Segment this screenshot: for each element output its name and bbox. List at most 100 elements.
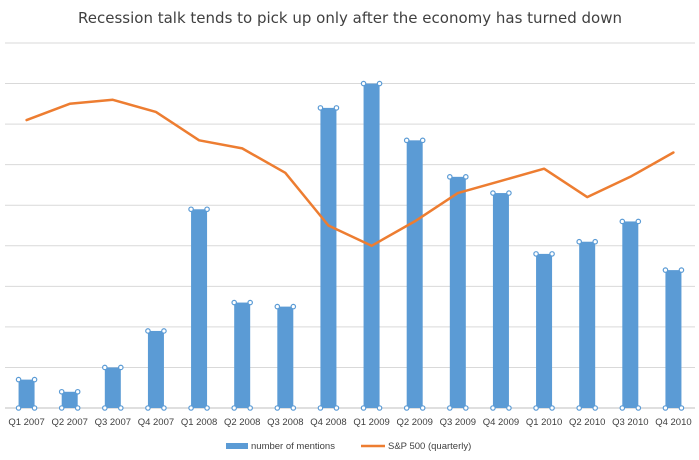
bar-handle: [463, 405, 469, 411]
x-tick-label: Q1 2008: [181, 417, 217, 428]
bar-handle: [102, 405, 108, 411]
bar: [104, 367, 121, 408]
bar-handle: [145, 328, 151, 334]
x-tick-label: Q3 2008: [267, 417, 303, 428]
bar: [191, 209, 208, 408]
bar-handle: [231, 299, 237, 306]
x-tick-label: Q3 2009: [440, 417, 476, 428]
bar-handle: [576, 405, 582, 411]
bar-handle: [376, 405, 383, 411]
bar-handle: [161, 405, 167, 411]
bar: [320, 107, 337, 408]
x-tick-label: Q4 2007: [138, 417, 174, 428]
x-tick-label: Q4 2008: [310, 417, 346, 428]
chart-title: Recession talk tends to pick up only aft…: [78, 9, 622, 27]
bar-handle: [58, 388, 65, 395]
bar-handle: [490, 405, 496, 411]
bar-handle: [403, 137, 410, 144]
x-tick-label: Q2 2008: [224, 417, 260, 428]
bar-handle: [247, 405, 253, 411]
bar-handle: [118, 405, 124, 411]
bar: [492, 193, 509, 408]
bar: [234, 302, 251, 408]
bar-handle: [204, 206, 210, 213]
bar-handle: [317, 105, 324, 111]
bar-handle: [533, 405, 539, 411]
x-tick-label: Q4 2010: [655, 417, 691, 428]
bar-handle: [506, 405, 512, 411]
bar-handle: [360, 80, 367, 87]
bar-handle: [662, 267, 669, 273]
bar-handle: [317, 405, 324, 411]
bar-handle: [576, 238, 582, 245]
bar-handle: [549, 405, 555, 411]
legend-label-sp500: S&P 500 (quarterly): [388, 441, 471, 452]
bar-handle: [463, 174, 469, 180]
x-tick-label: Q2 2009: [396, 417, 432, 428]
bar-handle: [635, 405, 642, 411]
bar: [406, 140, 423, 409]
bar-handle: [533, 251, 539, 257]
bar-handle: [15, 405, 22, 411]
bar-handle: [290, 405, 297, 411]
sp500-line: [25, 98, 675, 248]
bar-handle: [15, 376, 22, 383]
bar: [622, 221, 639, 408]
bar-handle: [333, 105, 340, 111]
bar: [147, 330, 164, 408]
bar-handle: [678, 267, 685, 273]
bar: [579, 241, 596, 408]
bar-handle: [74, 388, 81, 395]
bar-handle: [592, 405, 598, 411]
bar-handle: [333, 405, 340, 411]
bar: [61, 391, 78, 408]
bar-handle: [635, 218, 642, 225]
bar-handle: [360, 405, 367, 411]
bar-handle: [161, 328, 167, 334]
legend-swatch-mentions: [226, 443, 248, 449]
x-tick-label: Q1 2010: [526, 417, 562, 428]
bar-handle: [678, 405, 685, 411]
bar-handle: [102, 364, 108, 371]
bar-handle: [506, 190, 512, 196]
x-tick-label: Q4 2009: [483, 417, 519, 428]
bar-handle: [447, 405, 453, 411]
x-axis-ticks: Q1 2007 Q2 2007 Q3 2007 Q4 2007 Q1 2008 Q2 20…: [8, 417, 691, 428]
x-tick-label: Q3 2010: [612, 417, 648, 428]
x-tick-label: Q1 2009: [353, 417, 389, 428]
bar-handle: [247, 299, 253, 306]
bar-handle: [231, 405, 237, 411]
bar-handle: [188, 206, 194, 213]
bar-handle: [145, 405, 151, 411]
line-series: [25, 98, 675, 248]
bar: [665, 270, 682, 408]
bar: [277, 306, 294, 408]
bar-handle: [490, 190, 496, 196]
bar-handle: [58, 405, 65, 411]
bar-handle: [188, 405, 194, 411]
bar: [536, 253, 553, 408]
bar-handle: [447, 174, 453, 180]
x-tick-label: Q3 2007: [95, 417, 131, 428]
x-tick-label: Q2 2007: [51, 417, 87, 428]
bar-handle: [592, 238, 598, 245]
bar: [18, 379, 35, 408]
bar-handle: [403, 405, 410, 411]
bar-handle: [31, 376, 38, 383]
bar-handle: [619, 218, 626, 225]
bar-handle: [31, 405, 38, 411]
bar-handle: [274, 303, 281, 310]
bar-handle: [376, 80, 383, 87]
bar-handle: [419, 405, 426, 411]
legend: number of mentions S&P 500 (quarterly): [226, 441, 471, 452]
x-tick-label: Q2 2010: [569, 417, 605, 428]
bar-handle: [549, 251, 555, 257]
bar-handle: [204, 405, 210, 411]
bar-handle: [290, 303, 297, 310]
bar-handle: [274, 405, 281, 411]
bar-handle: [118, 364, 124, 371]
bar-handle: [619, 405, 626, 411]
gridlines: [5, 42, 695, 409]
legend-label-mentions: number of mentions: [251, 441, 335, 452]
